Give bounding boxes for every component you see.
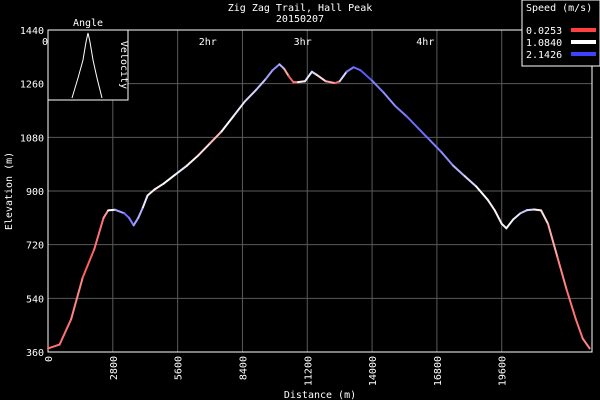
elevation-segment <box>574 318 584 340</box>
elevation-line-layer <box>47 63 591 350</box>
elevation-segment <box>556 255 568 291</box>
elevation-segment <box>345 66 355 73</box>
inset-ylabel: Velocity <box>118 41 129 89</box>
elevation-segment <box>137 206 144 219</box>
y-tick-label: 720 <box>26 241 44 252</box>
elevation-segment <box>174 164 188 176</box>
elevation-segment <box>185 154 200 167</box>
elevation-segment <box>519 209 529 215</box>
elevation-segment <box>394 105 408 118</box>
x-tick-label: 5600 <box>174 356 185 380</box>
elevation-segment <box>70 276 84 321</box>
elevation-segment <box>197 142 212 157</box>
elevation-segment <box>405 115 420 130</box>
y-tick-label: 900 <box>26 187 44 198</box>
elevation-segment <box>417 127 431 142</box>
elevation-segment <box>382 91 397 108</box>
elevation-segment <box>132 216 140 227</box>
elevation-segment <box>128 216 135 227</box>
elevation-segment <box>271 63 281 72</box>
elevation-segment <box>107 208 117 212</box>
y-axis-label: Elevation (m) <box>4 152 15 230</box>
y-tick-label: 540 <box>26 294 44 305</box>
elevation-segment <box>526 208 536 212</box>
elevation-segment <box>153 182 165 191</box>
y-tick-label: 360 <box>26 348 44 359</box>
elevation-segment <box>486 198 496 212</box>
elevation-segment <box>93 216 105 251</box>
elevation-segment <box>493 209 503 225</box>
elevation-segment <box>287 75 295 84</box>
elevation-segment <box>220 115 235 133</box>
elevation-segment <box>505 218 515 230</box>
chart-title: Zig Zag Trail, Hall Peak <box>228 3 373 14</box>
inset-plot: Angle Velocity <box>47 18 129 101</box>
legend-entry-label: 1.0840 <box>526 38 562 49</box>
elevation-segment <box>463 175 478 188</box>
legend-entry-label: 0.0253 <box>526 26 562 37</box>
elevation-segment <box>359 69 374 82</box>
elevation-segment <box>371 79 385 94</box>
elevation-segment <box>565 288 577 321</box>
inset-angle-curve <box>71 32 103 99</box>
x-tick-label: 19600 <box>498 356 509 386</box>
elevation-segment <box>264 69 274 81</box>
elevation-segment <box>209 130 223 145</box>
x-tick-label: 8400 <box>238 356 249 380</box>
y-tick-label: 1260 <box>20 80 44 91</box>
elevation-segment <box>58 318 73 346</box>
y-tick-label: 1440 <box>20 26 44 37</box>
elevation-segment <box>533 208 543 212</box>
elevation-segment <box>324 80 337 85</box>
elevation-segment <box>146 188 156 197</box>
elevation-segment <box>500 222 508 230</box>
x-tick-label: 16800 <box>433 356 444 386</box>
elevation-segment <box>102 209 110 219</box>
elevation-segment <box>338 70 348 83</box>
elevation-segment <box>255 78 267 91</box>
inset-frame <box>47 29 129 101</box>
elevation-segment <box>428 139 443 154</box>
elevation-segment <box>440 151 455 167</box>
elevation-segment <box>141 194 149 209</box>
time-tick-label: 3hr <box>294 37 312 48</box>
elevation-segment <box>297 80 306 84</box>
chart-subtitle: 20150207 <box>276 14 324 25</box>
elevation-segment <box>278 63 286 70</box>
x-tick-label: 11200 <box>303 356 314 386</box>
elevation-segment <box>303 70 313 83</box>
elevation-segment <box>123 212 131 219</box>
grid-layer <box>47 29 592 353</box>
elevation-segment <box>352 66 362 72</box>
elevation-segment <box>475 185 489 201</box>
legend-entry-label: 2.1426 <box>526 50 562 61</box>
legend-title: Speed (m/s) <box>526 3 592 14</box>
plot-frame <box>47 29 593 353</box>
elevation-segment <box>283 67 290 78</box>
time-tick-label: 4hr <box>416 37 434 48</box>
elevation-segment <box>540 209 550 225</box>
elevation-segment <box>232 100 246 118</box>
time-tick-label: 2hr <box>199 37 217 48</box>
x-tick-label: 0 <box>44 356 55 362</box>
inset-title: Angle <box>73 18 103 29</box>
x-tick-label: 2800 <box>109 356 120 380</box>
elevation-segment <box>547 222 559 258</box>
elevation-segment <box>81 248 96 279</box>
elevation-segment <box>315 73 327 83</box>
elevation-segment <box>243 88 258 103</box>
x-tick-label: 14000 <box>368 356 379 386</box>
elevation-segment <box>512 212 522 221</box>
elevation-segment <box>452 164 466 178</box>
y-tick-label: 1080 <box>20 133 44 144</box>
elevation-segment <box>114 208 126 215</box>
x-axis-label: Distance (m) <box>284 390 356 400</box>
elevation-segment <box>581 337 591 350</box>
elevation-segment <box>162 173 177 185</box>
elevation-segment <box>47 343 61 350</box>
